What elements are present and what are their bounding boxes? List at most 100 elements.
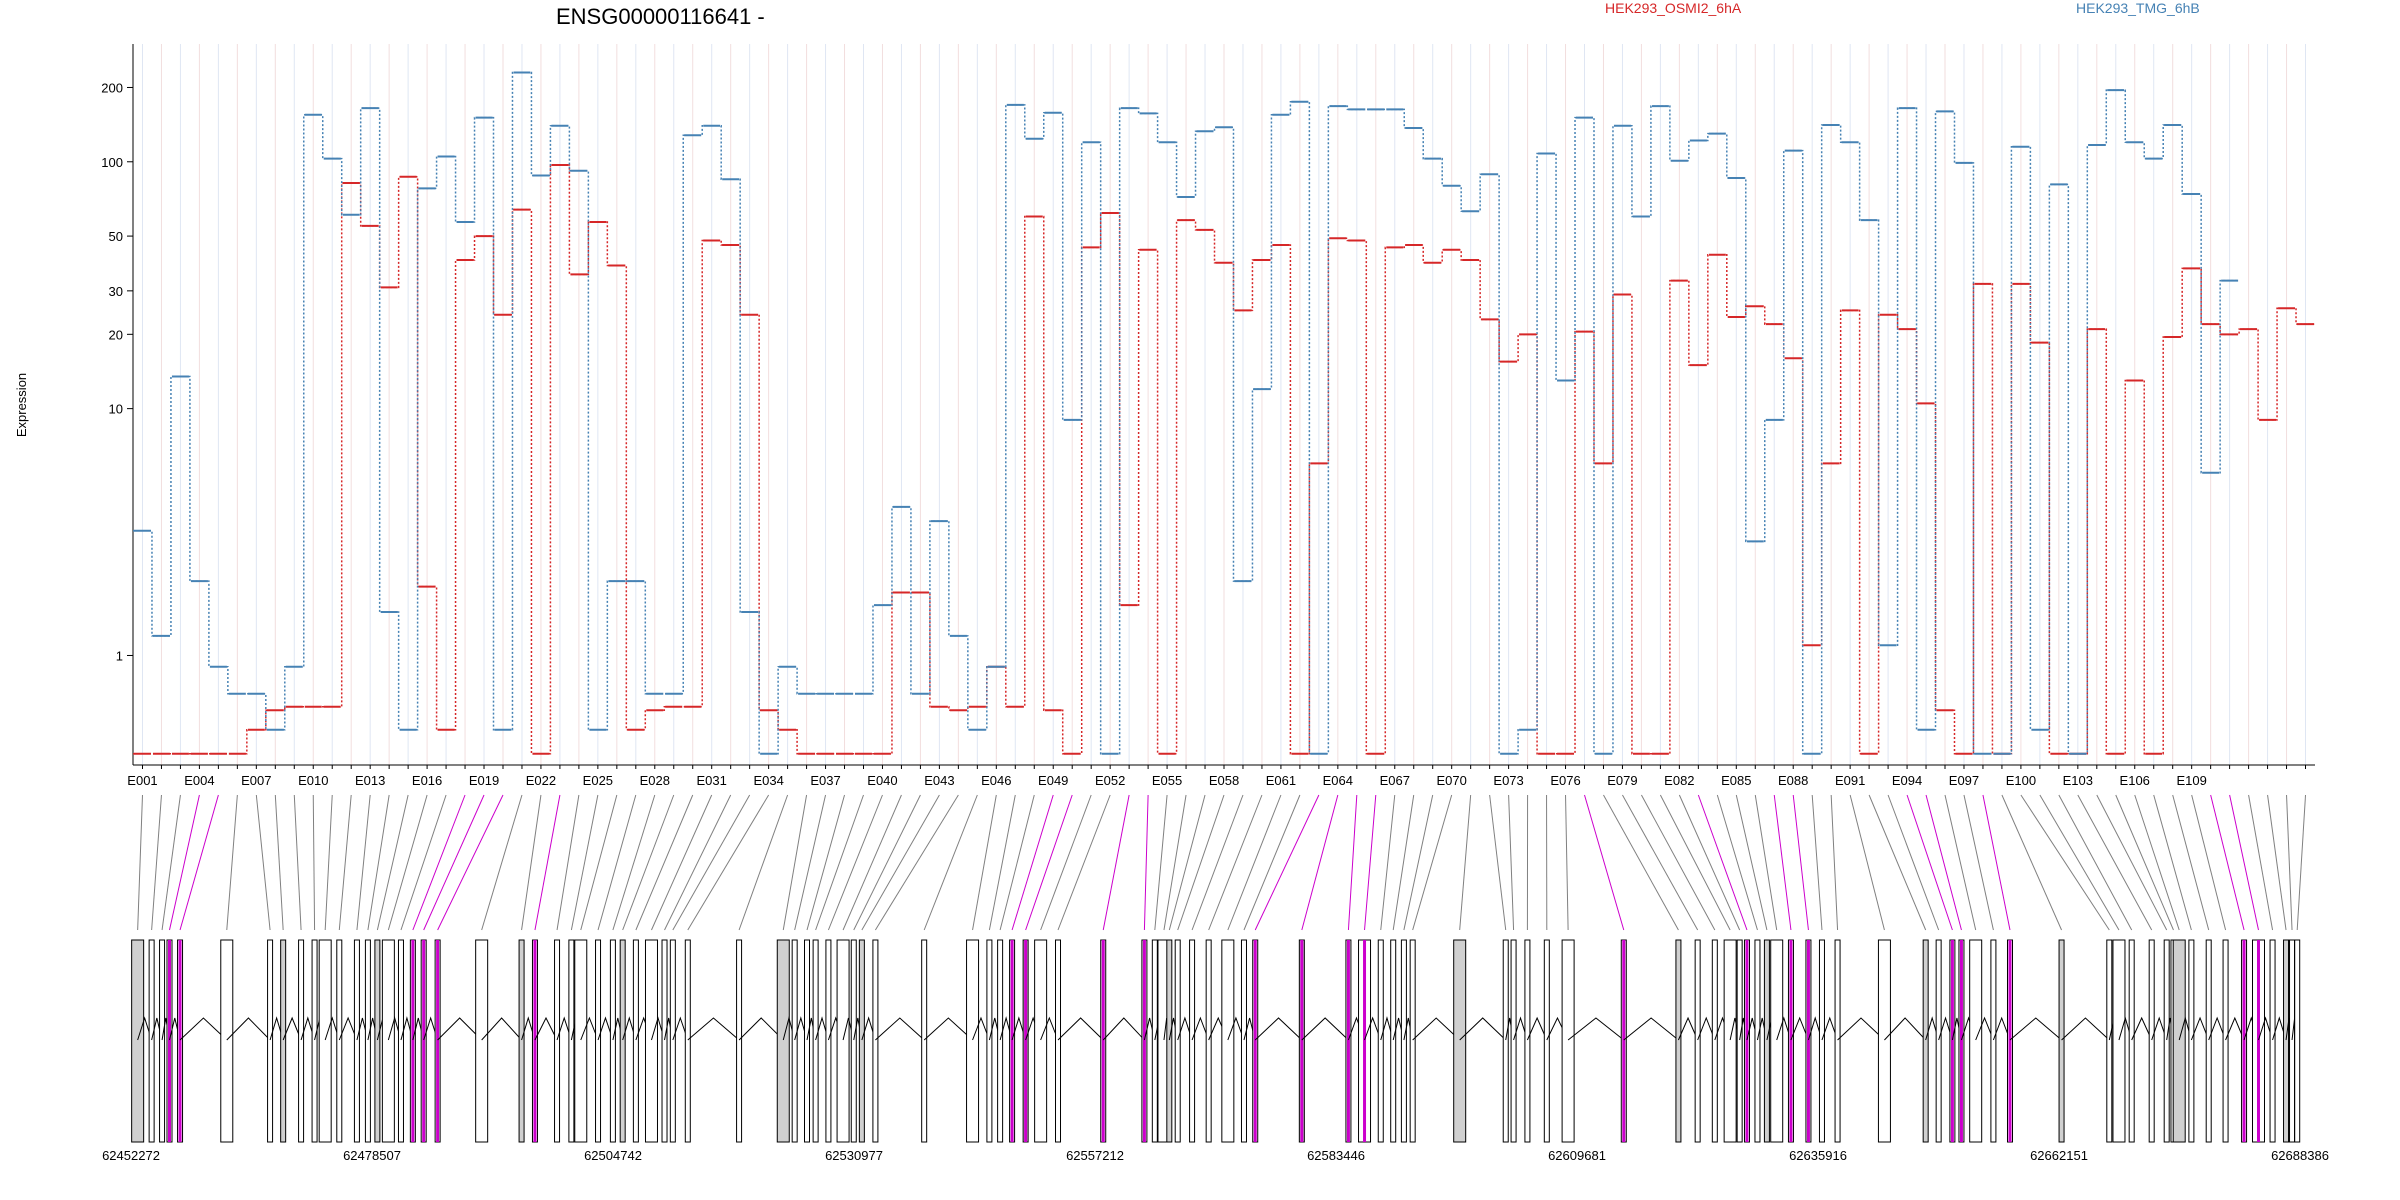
gene-model (131, 939, 2301, 1143)
exon-box (669, 939, 676, 1143)
genomic-tick-label: 62662151 (2030, 1148, 2088, 1163)
exon-connector (534, 794, 561, 931)
exon-box (1390, 939, 1397, 1143)
exon-connector (137, 794, 143, 931)
exon-box (858, 939, 865, 1143)
x-tick-label: E100 (2006, 773, 2036, 788)
exon-box (1675, 939, 1682, 1143)
exon-box (1935, 939, 1942, 1143)
exon-box (2058, 939, 2065, 1143)
exon-box (554, 939, 561, 1143)
exon-connector (255, 794, 271, 931)
exon-connector (1906, 794, 1953, 931)
y-tick-label: 200 (101, 80, 123, 95)
exon-connector (2229, 794, 2259, 931)
intron-connector (2061, 1017, 2110, 1041)
exon-connector (481, 794, 523, 931)
exon-box (609, 939, 616, 1143)
y-tick-label: 30 (109, 284, 123, 299)
exon-box (318, 939, 332, 1143)
legend-series-2: HEK293_TMG_6hB (2076, 0, 2200, 16)
exon-box (2222, 939, 2229, 1143)
exon-connector (2296, 794, 2307, 931)
exon-connector (635, 794, 694, 931)
x-tick-label: E019 (469, 773, 499, 788)
exon-connector (2134, 794, 2180, 931)
x-tick-label: E082 (1664, 773, 1694, 788)
exon-connector (2210, 794, 2245, 931)
exon-box (1543, 939, 1550, 1143)
intron-connector (1459, 1017, 1507, 1041)
intron-connector (1102, 1017, 1145, 1041)
exon-connector (1168, 794, 1206, 931)
exon-connector (1364, 794, 1377, 931)
exon-connector (556, 794, 580, 931)
exon-connector (226, 794, 238, 931)
exon-connector (1792, 794, 1809, 931)
exon-connector (827, 794, 883, 931)
exon-box (836, 939, 850, 1143)
exon-connector (1347, 794, 1358, 931)
exon-connector (1227, 794, 1282, 931)
exon-connector (988, 794, 1016, 931)
exon-connector (2039, 794, 2120, 931)
exon-connector (651, 794, 713, 931)
exon-box (2172, 939, 2186, 1143)
intron-connector (687, 1017, 740, 1041)
x-tick-label: E103 (2063, 773, 2093, 788)
x-axis-ticks: E001 E004 E007 E010 E013 E016 E019 E022 E025 E028… (127, 765, 2307, 788)
exon-box (1034, 939, 1048, 1143)
exon-box (1834, 939, 1841, 1143)
exon-connector (2267, 794, 2287, 931)
exon-connector (2153, 794, 2192, 931)
genomic-tick-label: 62530977 (825, 1148, 883, 1163)
genomic-tick-label: 62583446 (1307, 1148, 1365, 1163)
intron-connector (1567, 1017, 1625, 1041)
exon-connector (861, 794, 940, 931)
x-tick-label: E034 (753, 773, 783, 788)
exon-connector (1773, 794, 1792, 931)
exon-box (1151, 939, 1158, 1143)
exon-connector (1163, 794, 1187, 931)
exon-box (2188, 939, 2195, 1143)
exon-connector (853, 794, 921, 931)
exon-box (921, 939, 928, 1143)
exon-connector (622, 794, 675, 931)
exon-box (850, 939, 857, 1143)
exon-connector (1735, 794, 1768, 931)
exon-box (2148, 939, 2155, 1143)
exon-connector (2191, 794, 2227, 931)
exon-connector (999, 794, 1035, 931)
exon-box (397, 939, 404, 1143)
x-tick-label: E097 (1949, 773, 1979, 788)
exon-box (2163, 939, 2170, 1143)
exon-connector (1489, 794, 1507, 931)
exon-box (1055, 939, 1062, 1143)
intron-connector (2131, 1016, 2153, 1041)
exon-box (2128, 939, 2135, 1143)
exon-box (1400, 939, 1407, 1143)
exon-connectors (137, 794, 2307, 931)
genomic-coordinate-ticks: 62452272 62478507 62504742 62530977 62557212… (102, 1148, 2329, 1163)
exon-box (986, 939, 993, 1143)
x-tick-label: E106 (2120, 773, 2150, 788)
exon-connector (2096, 794, 2168, 931)
intron-connector (179, 1017, 228, 1041)
exon-connector (2001, 794, 2063, 931)
exon-box (1502, 939, 1509, 1143)
x-tick-label: E016 (412, 773, 442, 788)
exon-connector (1403, 794, 1434, 931)
genomic-tick-label: 62478507 (343, 1148, 401, 1163)
exon-box (684, 939, 691, 1143)
exon-box (1510, 939, 1517, 1143)
exon-connector (423, 794, 485, 931)
exon-connector (1459, 794, 1472, 931)
exon-connector (274, 794, 284, 931)
exon-box (966, 939, 980, 1143)
exon-connector (312, 794, 316, 931)
genomic-tick-label: 62635916 (1789, 1148, 1847, 1163)
exon-box (804, 939, 811, 1143)
exon-box (131, 939, 145, 1143)
exon-connector (972, 794, 997, 931)
exon-box (1189, 939, 1196, 1143)
